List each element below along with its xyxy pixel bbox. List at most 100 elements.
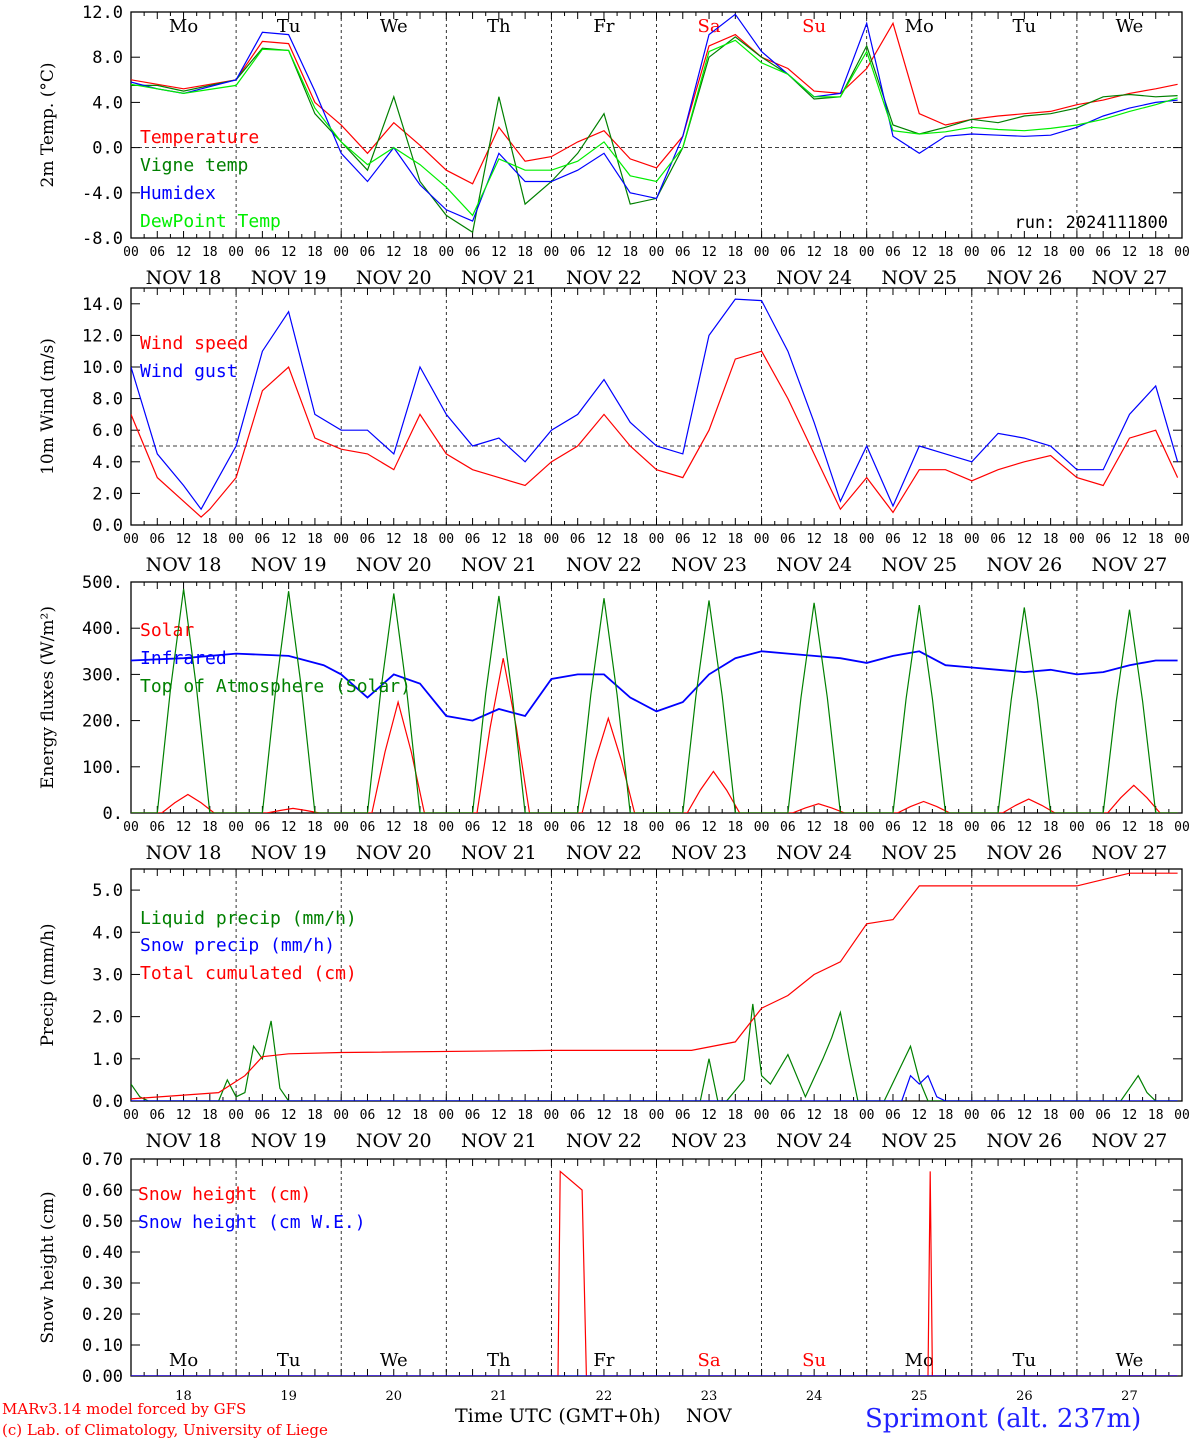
hour-tick-label: 18 (307, 820, 323, 835)
panel-3: 500. 400. 300. 200. 100. 0. Energy fluxes (W/m… (38, 573, 1190, 864)
hour-tick-label: 18 (517, 532, 533, 547)
plot-frame (130, 287, 1183, 526)
series-line (131, 1003, 1178, 1101)
hour-tick-label: 06 (885, 532, 901, 547)
hour-tick-label: 00 (438, 1108, 454, 1123)
hour-tick-label: 06 (780, 1108, 796, 1123)
hour-tick-label: 12 (176, 245, 192, 260)
hour-tick-label: 00 (1174, 245, 1190, 260)
hour-tick-label: 06 (255, 532, 271, 547)
hour-tick-label: 06 (360, 245, 376, 260)
day-number: 25 (911, 1389, 928, 1404)
y-tick-label: 1.0 (92, 1050, 123, 1070)
legend-entry: Total cumulated (cm) (140, 963, 357, 984)
y-tick-label: 6.0 (92, 421, 123, 441)
hour-tick-label: 12 (1017, 1108, 1033, 1123)
hour-tick-label: 00 (964, 1108, 980, 1123)
day-label: Tu (277, 1350, 301, 1371)
legend-entry: Solar (140, 620, 194, 641)
hour-tick-label: 00 (228, 532, 244, 547)
hour-tick-label: 06 (149, 820, 165, 835)
date-label: NOV 27 (1092, 842, 1168, 864)
x-axis-month: NOV (686, 1405, 732, 1427)
day-label: We (380, 1350, 408, 1371)
hour-tick-label: 18 (1043, 532, 1059, 547)
hour-tick-label: 12 (491, 1108, 507, 1123)
y-tick-label: 8.0 (92, 390, 123, 410)
date-label: NOV 20 (356, 1130, 432, 1152)
hour-tick-label: 00 (438, 532, 454, 547)
hour-tick-label: 06 (465, 1108, 481, 1123)
date-label: NOV 22 (566, 554, 642, 576)
hour-tick-label: 12 (806, 245, 822, 260)
hour-tick-label: 18 (1148, 1108, 1164, 1123)
hour-tick-label: 06 (990, 245, 1006, 260)
y-tick-label: 100. (82, 758, 123, 778)
hour-tick-label: 06 (675, 1108, 691, 1123)
series-line (131, 1170, 1178, 1376)
hour-tick-label: 00 (649, 532, 665, 547)
y-tick-label: 0.00 (82, 1367, 123, 1387)
hour-tick-label: 18 (938, 820, 954, 835)
hour-tick-label: 00 (1069, 820, 1085, 835)
date-label: NOV 21 (461, 1130, 537, 1152)
hour-tick-label: 06 (465, 820, 481, 835)
hour-tick-label: 06 (465, 532, 481, 547)
hour-tick-label: 12 (596, 245, 612, 260)
hour-tick-label: 18 (727, 820, 743, 835)
date-label: NOV 18 (146, 1130, 222, 1152)
hour-tick-label: 18 (938, 532, 954, 547)
y-tick-label: 2.0 (92, 484, 123, 504)
y-tick-label: 0.10 (82, 1336, 123, 1356)
hour-tick-label: 06 (780, 245, 796, 260)
hour-tick-label: 18 (622, 820, 638, 835)
hour-tick-label: 00 (649, 820, 665, 835)
y-tick-label: 0.0 (92, 139, 123, 159)
hour-tick-label: 18 (412, 1108, 428, 1123)
date-label: NOV 19 (251, 267, 327, 289)
hour-tick-label: 00 (1069, 1108, 1085, 1123)
hour-tick-label: 06 (1095, 245, 1111, 260)
y-tick-label: 4.0 (92, 923, 123, 943)
date-label: NOV 26 (986, 267, 1062, 289)
hour-tick-label: 12 (1122, 532, 1138, 547)
hour-tick-label: 18 (412, 245, 428, 260)
credit-line-2: (c) Lab. of Climatology, University of L… (2, 1421, 328, 1439)
hour-tick-label: 00 (859, 245, 875, 260)
hour-tick-label: 00 (333, 245, 349, 260)
y-axis-label: Energy fluxes (W/m²) (38, 606, 58, 789)
day-label: Su (802, 16, 826, 37)
hour-tick-label: 12 (596, 532, 612, 547)
y-tick-label: 500. (82, 573, 123, 593)
y-tick-label: 3.0 (92, 965, 123, 985)
series-line (131, 872, 1178, 1100)
hour-tick-label: 00 (544, 245, 560, 260)
legend-entry: Infrared (140, 648, 227, 669)
legend-entry: Temperature (140, 127, 259, 148)
y-tick-label: 0.0 (92, 1092, 123, 1112)
hour-tick-label: 06 (570, 532, 586, 547)
panel-2: 14.0 12.0 10.0 8.0 6.0 4.0 2.0 0.0 10m Wind (m/s… (38, 287, 1190, 576)
hour-tick-label: 18 (622, 245, 638, 260)
y-tick-label: 200. (82, 712, 123, 732)
date-label: NOV 25 (881, 1130, 957, 1152)
day-label: Tu (277, 16, 301, 37)
day-label: Fr (593, 16, 614, 37)
hour-tick-label: 12 (176, 532, 192, 547)
hour-tick-label: 12 (1017, 532, 1033, 547)
date-label: NOV 21 (461, 267, 537, 289)
day-number: 20 (385, 1389, 402, 1404)
y-tick-label: 0.30 (82, 1274, 123, 1294)
hour-tick-label: 12 (176, 1108, 192, 1123)
hour-tick-label: 06 (1095, 1108, 1111, 1123)
series-line (131, 658, 1178, 813)
hour-tick-label: 06 (255, 245, 271, 260)
hour-tick-label: 18 (1148, 245, 1164, 260)
day-label: We (380, 16, 408, 37)
legend-entry: Top of Atmosphere (Solar) (140, 676, 411, 697)
hour-tick-label: 18 (1148, 820, 1164, 835)
day-number: 26 (1016, 1389, 1033, 1404)
day-number: 19 (280, 1389, 297, 1404)
hour-tick-label: 12 (281, 245, 297, 260)
y-axis-label: 10m Wind (m/s) (38, 338, 58, 475)
